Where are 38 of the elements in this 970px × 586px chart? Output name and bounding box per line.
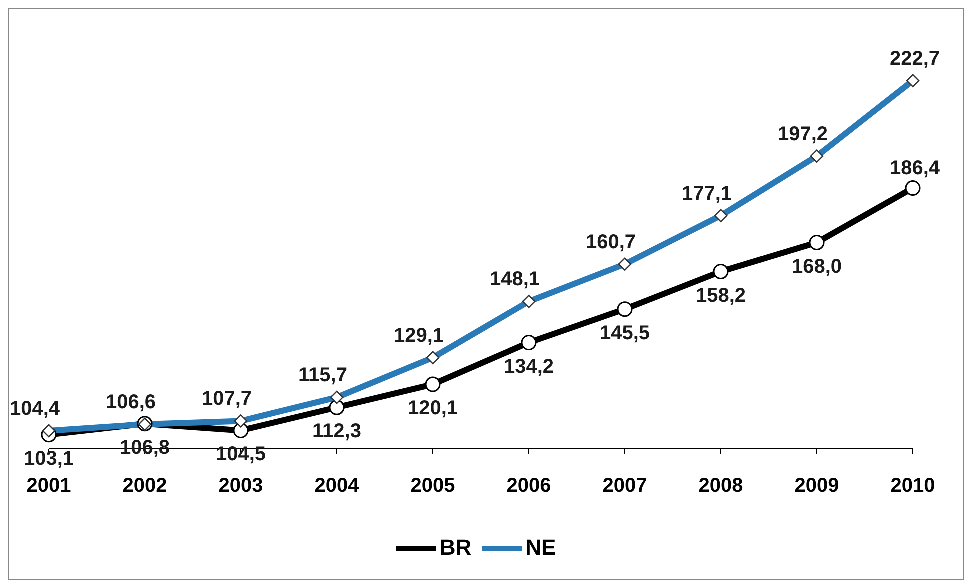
x-tick-label: 2008 <box>698 475 744 498</box>
x-tick-label: 2001 <box>26 475 72 498</box>
data-label: 120,1 <box>408 398 458 420</box>
x-tick-label: 2005 <box>410 475 456 498</box>
data-label: 104,5 <box>216 444 266 466</box>
data-label: 148,1 <box>490 268 540 291</box>
data-label: 115,7 <box>298 364 348 387</box>
legend-label: BR <box>440 534 472 560</box>
point <box>425 376 441 392</box>
data-label: 197,2 <box>778 123 828 146</box>
data-label: 106,6 <box>106 391 156 414</box>
data-label: 177,1 <box>682 182 732 205</box>
point <box>617 302 633 318</box>
data-label: 107,7 <box>202 388 252 410</box>
point <box>713 264 729 280</box>
data-label: 134,2 <box>504 356 554 378</box>
data-label: 112,3 <box>312 420 362 443</box>
data-label: 186,4 <box>890 157 941 180</box>
data-label: 160,7 <box>586 231 636 254</box>
x-tick-label: 2009 <box>794 475 840 498</box>
data-label: 222,7 <box>890 48 940 70</box>
data-label: 145,5 <box>600 322 650 344</box>
point <box>905 180 921 196</box>
x-tick-label: 2004 <box>314 475 360 498</box>
point <box>329 400 345 416</box>
data-label: 104,4 <box>10 398 61 420</box>
x-tick-label: 2010 <box>890 475 936 498</box>
x-tick-label: 2003 <box>218 475 264 498</box>
point <box>521 335 537 351</box>
x-tick-label: 2006 <box>506 475 552 498</box>
data-label: 129,1 <box>394 324 444 347</box>
x-tick-label: 2007 <box>602 475 648 498</box>
x-tick-label: 2002 <box>122 475 168 498</box>
data-label: 158,2 <box>696 284 746 307</box>
data-label: 103,1 <box>24 448 74 470</box>
point <box>809 235 825 251</box>
legend-label: NE <box>526 534 556 560</box>
data-label: 168,0 <box>792 256 842 278</box>
